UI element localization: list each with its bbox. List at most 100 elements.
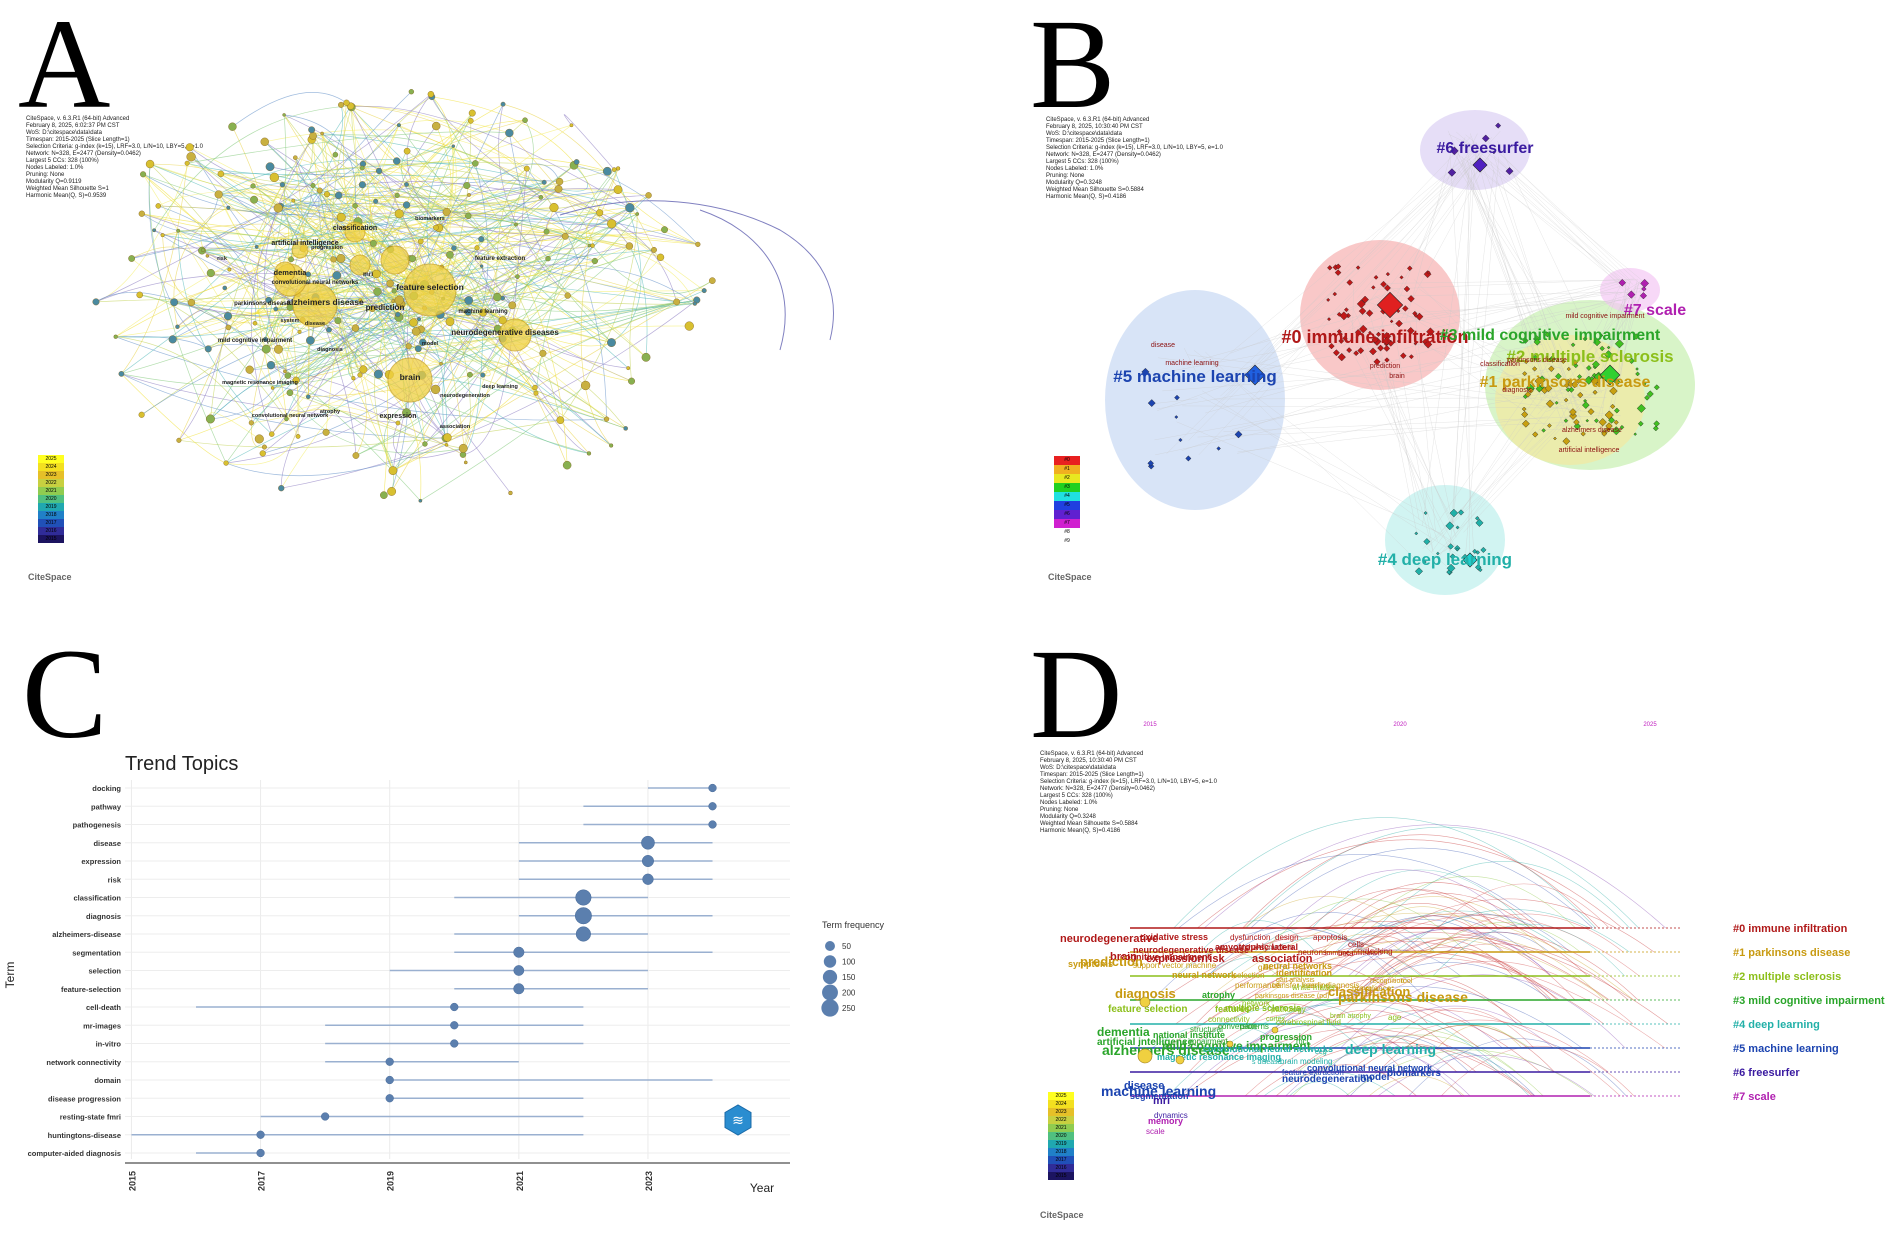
timeline-d-keyword: progression (1260, 1032, 1312, 1042)
network-a-edge (153, 229, 419, 350)
cluster-b-node (1632, 333, 1640, 340)
network-a-node (266, 361, 276, 370)
trend-chart-term-label: cell-death (86, 1003, 121, 1012)
cluster-b-node (1633, 432, 1637, 436)
b-meta-line: Pruning: None (1046, 173, 1085, 179)
trend-chart-point (385, 1057, 394, 1066)
keyword-network-a: classification biomarkers artificial intel… (92, 89, 834, 503)
network-a-node (138, 210, 145, 217)
network-a-node (532, 384, 538, 391)
network-a-edge (563, 114, 615, 170)
network-a-node (227, 267, 232, 272)
cluster-b-edge (1414, 309, 1436, 532)
cluster-b-node (1505, 167, 1514, 176)
cluster-b-node (1445, 521, 1455, 531)
network-a-edge (148, 164, 227, 464)
network-a-keyword-label: mild cognitive impairment (218, 338, 292, 344)
timeline-d-arc (1204, 824, 1666, 929)
trend-chart-legend-dot (822, 969, 838, 985)
d-meta-line: WoS: D:\citespace\data\data (1040, 765, 1116, 771)
network-a-edge (496, 168, 528, 298)
network-a-edge (284, 114, 356, 206)
d-legend-year: 2022 (1048, 1116, 1074, 1124)
trend-chart-grid (125, 780, 790, 1159)
timeline-d-cluster-label: #5 machine learning (1733, 1043, 1839, 1055)
timeline-d-arc (1383, 1008, 1535, 1049)
network-a-edge (142, 173, 356, 215)
cluster-b-node (1449, 508, 1459, 518)
network-a-edge (141, 194, 220, 232)
network-a-node (293, 155, 298, 160)
timeline-d-keyword: apoptosis (1313, 933, 1347, 942)
network-a-keyword-label: neurodegenerative diseases (451, 328, 559, 337)
timeline-d-keyword: mild cognitive impairment (1162, 1039, 1311, 1053)
cluster-b-edge (1462, 139, 1631, 292)
network-a-edge (265, 190, 321, 340)
trend-chart-term-label: disease (93, 839, 121, 848)
b-legend-cluster: #8 (1054, 528, 1080, 537)
network-a-node (223, 460, 229, 466)
trend-chart-point (256, 1130, 265, 1139)
timeline-d-arc (1345, 937, 1576, 1001)
timeline-d-years: 2015 2020 2025 (1143, 722, 1657, 728)
timeline-d-keyword: features (1215, 1004, 1250, 1014)
cluster-b-edge (1458, 368, 1555, 516)
network-a-node (273, 306, 279, 312)
network-a-node (458, 443, 468, 453)
trend-chart-point (513, 946, 525, 958)
network-a-node (635, 212, 640, 216)
network-a-node (465, 212, 472, 220)
cluster-b-labels: #0 immune infiltration #1 parkinsons dise… (1113, 140, 1686, 569)
network-a-node (140, 171, 147, 178)
trend-chart-point (708, 802, 717, 811)
network-a-node (508, 490, 513, 496)
cluster-b-edge (1463, 373, 1613, 533)
network-a-node (357, 372, 363, 378)
network-a-node (464, 308, 472, 316)
network-a-node (254, 244, 259, 249)
cluster-b-edge (1158, 331, 1386, 374)
network-a-edge (141, 213, 469, 241)
network-a-edge (274, 161, 608, 178)
cluster-b-node (1399, 275, 1404, 280)
network-a-node (402, 201, 411, 209)
trend-chart-term-label: resting-state fmri (60, 1113, 121, 1122)
trend-chart-point (450, 1002, 459, 1012)
timeline-d-arc (1369, 906, 1476, 929)
network-a-node (250, 183, 256, 189)
network-a-node (387, 487, 397, 496)
cluster-b-edge (1344, 305, 1455, 561)
timeline-d-arc (1188, 1013, 1406, 1073)
network-a-node (523, 165, 530, 172)
a-legend-year: 2019 (38, 503, 64, 511)
cluster-b-node (1414, 567, 1423, 576)
b-legend-cluster: #7 (1054, 519, 1080, 528)
network-a-edge (187, 131, 510, 164)
network-a-keyword-label: convolutional neural network (252, 413, 329, 419)
timeline-d-arc (1356, 915, 1504, 953)
network-a-edge (278, 318, 420, 350)
cluster-b-node (1587, 408, 1595, 416)
cluster-b-label: #0 immune infiltration (1281, 327, 1468, 347)
cluster-b-edge (1493, 156, 1579, 425)
cluster-b-node (1652, 425, 1659, 432)
network-a-node (152, 228, 157, 233)
a-meta-line: Timespan: 2015-2025 (Slice Length=1) (26, 137, 130, 143)
network-a-edge (289, 392, 464, 454)
network-a-node (564, 292, 571, 299)
network-a-node (388, 466, 398, 476)
cluster-b-keyword-label: artificial intelligence (1559, 447, 1620, 454)
timeline-d-arc (1370, 1036, 1414, 1049)
network-a-node (284, 416, 289, 422)
timeline-d-arc (1167, 1002, 1530, 1097)
network-a-keyword-label: classification (333, 225, 377, 232)
timeline-d-arc (1355, 1005, 1554, 1049)
network-a-keyword-label: prediction (366, 303, 405, 312)
timeline-d-arc (1202, 949, 1605, 1025)
cluster-b-edge (1469, 133, 1579, 410)
cluster-b-node (1571, 381, 1579, 389)
network-a-node (480, 372, 486, 378)
network-a-edge (201, 182, 545, 251)
cluster-b-node (1548, 355, 1557, 363)
